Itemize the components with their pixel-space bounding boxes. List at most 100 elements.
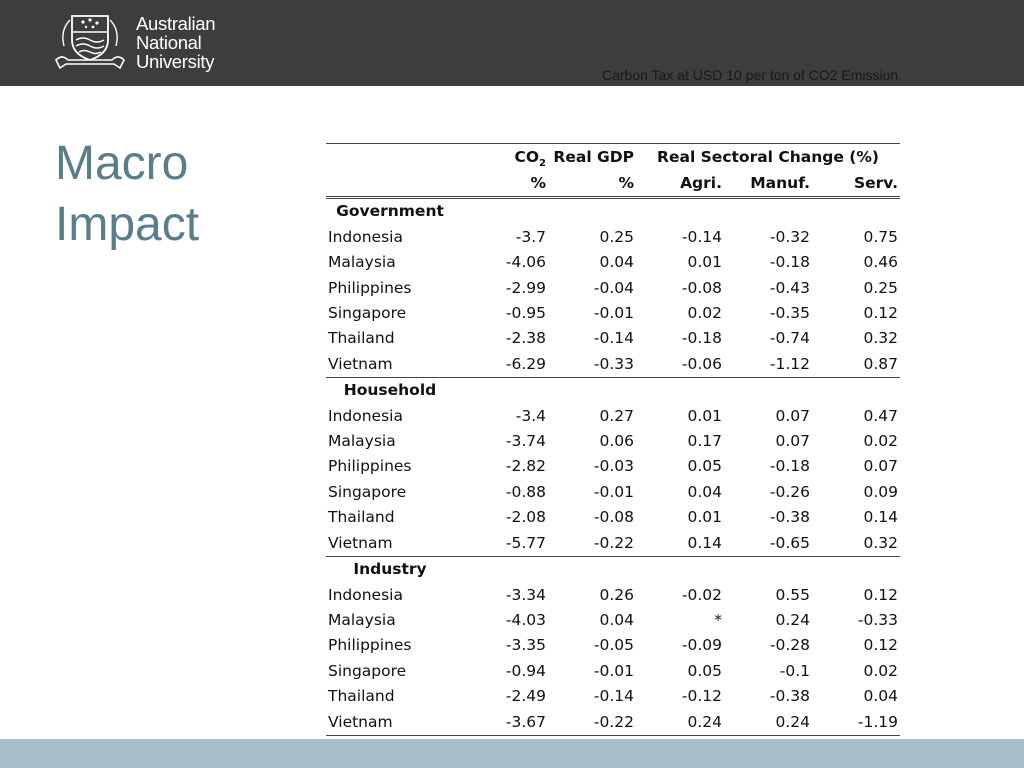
col-gdp-unit: % [548, 171, 636, 200]
table-row: Thailand -2.08 -0.08 0.01 -0.38 0.14 [326, 505, 900, 530]
agri-cell: 0.05 [687, 457, 722, 476]
manuf-cell: -0.32 [769, 227, 810, 246]
serv-cell: 0.07 [863, 457, 899, 476]
country-cell: Vietnam [326, 530, 456, 558]
country-cell: Vietnam [326, 709, 456, 736]
gdp-cell: -0.14 [593, 329, 634, 348]
table-row: Singapore -0.95 -0.01 0.02 -0.35 0.12 [326, 301, 900, 326]
manuf-cell: -0.43 [769, 278, 810, 297]
manuf-cell: -0.35 [769, 304, 810, 323]
country-cell: Philippines [328, 457, 412, 476]
manuf-cell: 0.55 [775, 585, 810, 604]
agri-cell: * [714, 610, 722, 629]
col-gdp-header: Real GDP [548, 143, 636, 171]
table-row: Philippines -2.82 -0.03 0.05 -0.18 0.07 [326, 454, 900, 479]
gdp-cell: -0.01 [593, 661, 634, 680]
agri-cell: 0.14 [636, 530, 724, 558]
gdp-cell: 0.04 [599, 610, 634, 629]
co2-cell: -6.29 [456, 351, 548, 379]
country-cell: Malaysia [328, 610, 396, 629]
table-body: Government Indonesia -3.7 0.25 -0.14 -0.32 0.7… [326, 198, 901, 736]
anu-wordmark: Australian National University [136, 13, 216, 72]
gdp-cell: 0.06 [599, 432, 634, 451]
serv-cell: 0.02 [863, 661, 899, 680]
table-row: Vietnam -3.67 -0.22 0.24 0.24 -1.19 [326, 709, 901, 736]
agri-cell: 0.24 [636, 709, 724, 736]
serv-cell: -1.19 [812, 709, 901, 736]
table-row: Malaysia -4.03 0.04 * 0.24 -0.33 [326, 608, 900, 633]
serv-cell: 0.32 [812, 530, 901, 558]
co2-cell: -4.06 [505, 253, 546, 272]
gdp-cell: 0.27 [599, 406, 634, 425]
country-cell: Indonesia [328, 406, 403, 425]
gdp-cell: -0.22 [548, 709, 636, 736]
table-row: Vietnam -6.29 -0.33 -0.06 -1.12 0.87 [326, 351, 901, 379]
agri-cell: 0.04 [687, 482, 722, 501]
manuf-cell: -0.1 [779, 661, 810, 680]
table-row: Philippines -3.35 -0.05 -0.09 -0.28 0.12 [326, 633, 900, 658]
table-row: Thailand -2.38 -0.14 -0.18 -0.74 0.32 [326, 326, 900, 351]
manuf-cell: 0.24 [775, 610, 810, 629]
serv-cell: 0.02 [863, 432, 899, 451]
gdp-cell: 0.26 [599, 585, 634, 604]
agri-cell: 0.02 [687, 304, 722, 323]
table-row: Indonesia -3.4 0.27 0.01 0.07 0.47 [326, 404, 900, 429]
gdp-cell: -0.22 [548, 530, 636, 558]
serv-cell: 0.46 [863, 253, 899, 272]
co2-cell: -0.94 [505, 661, 546, 680]
serv-cell: 0.12 [863, 636, 899, 655]
anu-crest-icon [55, 15, 125, 70]
country-cell: Philippines [328, 278, 412, 297]
co2-cell: -3.35 [505, 636, 546, 655]
serv-cell: 0.47 [863, 406, 899, 425]
manuf-cell: -0.38 [769, 687, 810, 706]
agri-cell: -0.12 [681, 687, 722, 706]
country-cell: Malaysia [328, 253, 396, 272]
serv-cell: 0.75 [863, 227, 899, 246]
table-row: Vietnam -5.77 -0.22 0.14 -0.65 0.32 [326, 530, 901, 558]
serv-cell: 0.12 [863, 585, 899, 604]
col-co2-unit: % [456, 171, 548, 200]
slide-title: Macro Impact [55, 137, 200, 251]
table-subheader-row: % % Agri. Manuf. Serv. [326, 171, 901, 200]
country-cell: Malaysia [328, 432, 396, 451]
co2-cell: -3.74 [505, 432, 546, 451]
group-header-row: Government [326, 198, 900, 225]
agri-cell: -0.09 [681, 636, 722, 655]
co2-cell: -3.34 [505, 585, 546, 604]
serv-cell: 0.12 [863, 304, 899, 323]
serv-cell: 0.25 [863, 278, 899, 297]
gdp-cell: -0.05 [593, 636, 634, 655]
group-name: Industry [353, 560, 427, 579]
table-row: Philippines -2.99 -0.04 -0.08 -0.43 0.25 [326, 276, 900, 301]
table-row: Indonesia -3.34 0.26 -0.02 0.55 0.12 [326, 583, 900, 608]
manuf-cell: -0.18 [769, 253, 810, 272]
table-row: Indonesia -3.7 0.25 -0.14 -0.32 0.75 [326, 225, 900, 250]
manuf-cell: -0.38 [769, 508, 810, 527]
macro-impact-table: CO2 Real GDP Real Sectoral Change (%) % … [326, 143, 901, 736]
serv-cell: 0.04 [863, 687, 899, 706]
gdp-cell: 0.25 [599, 227, 634, 246]
agri-cell: -0.18 [681, 329, 722, 348]
manuf-cell: -0.18 [769, 457, 810, 476]
table-row: Thailand -2.49 -0.14 -0.12 -0.38 0.04 [326, 684, 900, 709]
gdp-cell: -0.08 [593, 508, 634, 527]
anu-logo: Australian National University [52, 10, 232, 74]
agri-cell: -0.08 [681, 278, 722, 297]
col-serv-header: Serv. [812, 171, 901, 200]
manuf-cell: -0.26 [769, 482, 810, 501]
co2-cell: -2.08 [505, 508, 546, 527]
country-cell: Singapore [328, 661, 407, 680]
group-header-row: Industry [326, 557, 900, 583]
co2-cell: -2.38 [505, 329, 546, 348]
col-co2-header: CO2 [456, 143, 548, 171]
col-agri-header: Agri. [636, 171, 724, 200]
slide-subtitle: Carbon Tax at USD 10 per ton of CO2 Emis… [602, 67, 899, 83]
country-cell: Vietnam [326, 351, 456, 379]
table-row: Malaysia -3.74 0.06 0.17 0.07 0.02 [326, 429, 900, 454]
co2-cell: -3.67 [456, 709, 548, 736]
co2-cell: -0.95 [505, 304, 546, 323]
header-bar: Australian National University Carbon Ta… [0, 0, 1024, 86]
co2-cell: -2.82 [505, 457, 546, 476]
country-cell: Singapore [328, 482, 407, 501]
